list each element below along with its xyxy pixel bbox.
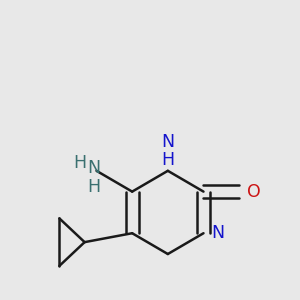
- Text: N: N: [161, 134, 174, 152]
- Text: N: N: [87, 159, 100, 177]
- Text: O: O: [247, 183, 260, 201]
- Text: H: H: [87, 178, 100, 196]
- Text: H: H: [74, 154, 87, 172]
- Text: N: N: [211, 224, 224, 242]
- Text: H: H: [161, 151, 174, 169]
